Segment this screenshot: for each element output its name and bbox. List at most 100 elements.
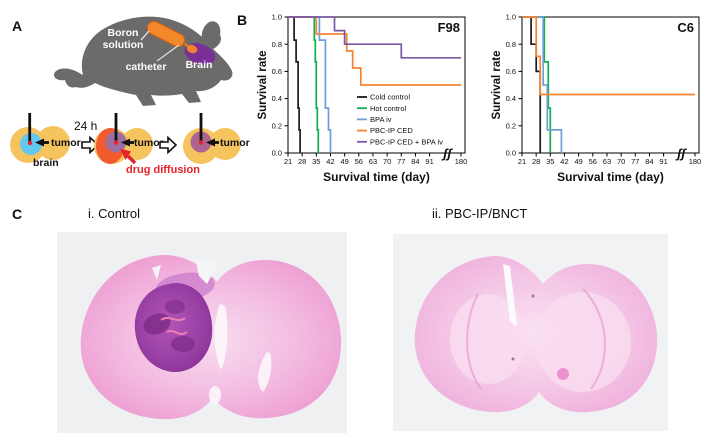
legend-label: PBC-IP CED (370, 126, 413, 135)
treated-histology-image (393, 234, 668, 431)
y-tick-label: 0.8 (506, 40, 516, 49)
series-bpa-iv (288, 16, 332, 153)
x-tick-label: 28 (298, 157, 306, 166)
leader-line-boron (140, 30, 150, 41)
drug-diffusion-label: drug diffusion (126, 164, 200, 176)
y-tick-label: 0.0 (272, 149, 282, 158)
treated-histology-title: ii. PBC-IP/BNCT (432, 206, 528, 221)
chart-title: C6 (677, 20, 694, 35)
boron-solution-label-line2: solution (103, 39, 144, 51)
legend-label: Cold control (370, 93, 410, 102)
x-tick-label: 84 (645, 157, 653, 166)
ventricle (258, 352, 272, 392)
x-tick-label: 77 (631, 157, 639, 166)
panel-a-label: A (12, 18, 23, 34)
legend-label: Hot control (370, 104, 407, 113)
chart-title: F98 (438, 20, 460, 35)
boron-capsule (146, 20, 186, 48)
diffusion-arrow-icon (120, 148, 131, 160)
y-tick-label: 0.2 (506, 121, 516, 130)
series-hot-control (288, 16, 320, 153)
panel-c-label: C (12, 206, 23, 222)
axis-break-mark: ʃʃ (675, 146, 687, 161)
x-tick-label: 91 (425, 157, 433, 166)
c6-survival-chart: 0.0 0.2 0.4 0.6 0.8 1.0 21 28 35 42 49 56 63 70 77 84 91… (491, 13, 701, 184)
tumor-arrow-icon (121, 138, 130, 147)
control-histology-title: i. Control (88, 206, 141, 221)
needle-track (503, 264, 517, 326)
time-label: 24 h (74, 119, 97, 133)
catheter-label: catheter (126, 61, 167, 73)
y-tick-label: 1.0 (506, 13, 516, 22)
y-tick-label: 0.2 (272, 121, 282, 130)
f98-survival-chart: 0.0 0.2 0.4 0.6 0.8 1.0 21 28 35 42 49 56 63 70 77 84 91… (257, 13, 468, 184)
legend-label: PBC-IP CED + BPA iv (370, 137, 443, 146)
tumor-arrow-tail (130, 141, 134, 144)
ventricle (214, 304, 228, 370)
brain-lobe (209, 128, 241, 160)
x-tick-label: 21 (518, 157, 526, 166)
tissue-gap (209, 386, 221, 404)
rat-ced-diagram: Boron solution catheter Brain (53, 16, 233, 106)
tumor-vessels (160, 317, 188, 335)
x-tick-label: 70 (383, 157, 391, 166)
y-tick-label: 0.6 (272, 67, 282, 76)
tumor-arrow-icon (35, 138, 44, 147)
tissue-tear (195, 258, 219, 284)
x-axis-label: Survival time (day) (323, 170, 430, 184)
catheter-icon (28, 113, 32, 143)
tumor-label: tumor (134, 137, 164, 149)
inner-structure (535, 292, 631, 392)
tissue-speck (511, 357, 515, 361)
tumor-label: tumor (51, 137, 81, 149)
tumor-dot (113, 140, 119, 145)
legend-label: BPA iv (370, 115, 392, 124)
series-pbc-ip-ced-bpa-iv (288, 16, 461, 59)
y-tick-label: 0.8 (272, 40, 282, 49)
cortex-boundary (466, 293, 482, 390)
y-tick-label: 0.4 (272, 94, 282, 103)
x-tick-label: 63 (603, 157, 611, 166)
x-tick-label: 28 (532, 157, 540, 166)
rat-body-silhouette (53, 16, 233, 106)
x-tick-label: 42 (326, 157, 334, 166)
tissue-speck (531, 294, 535, 298)
tumor-dark-region (171, 336, 195, 352)
y-axis-label: Survival rate (491, 50, 503, 119)
y-axis-label: Survival rate (257, 50, 269, 119)
y-tick-label: 0.6 (506, 67, 516, 76)
catheter-icon (114, 113, 118, 142)
tissue-spot (557, 368, 569, 380)
tumor-dot (198, 140, 204, 145)
brain-icon-after: tumor (183, 113, 250, 164)
series-pbc-ip-ced (288, 16, 461, 86)
x-tick-label: 35 (312, 157, 320, 166)
tumor-mass (134, 282, 213, 373)
brain-label-small: brain (33, 157, 59, 169)
tumor-arrow-icon (206, 138, 215, 147)
tumor-label: tumor (220, 137, 250, 149)
diffusion-arrow-tail (126, 154, 137, 165)
boron-solution-label-line1: Boron (108, 27, 139, 39)
x-tick-label: 49 (340, 157, 348, 166)
leader-line-catheter (156, 44, 180, 62)
x-tick-label: 180 (455, 157, 468, 166)
tumor-dot (27, 140, 33, 146)
x-tick-label: 70 (617, 157, 625, 166)
x-tick-label: 56 (355, 157, 363, 166)
catheter-icon (199, 113, 203, 142)
step-arrow-icon (81, 135, 100, 155)
tissue-tear (152, 265, 161, 280)
x-axis-label: Survival time (day) (557, 170, 664, 184)
x-tick-label: 84 (411, 157, 419, 166)
x-tick-label: 21 (284, 157, 292, 166)
brain-icon-day0: tumor brain (10, 113, 81, 169)
x-tick-label: 91 (659, 157, 667, 166)
y-tick-label: 0.4 (506, 94, 516, 103)
tumor-dark-region (165, 300, 185, 314)
injection-glow (186, 44, 198, 54)
tumor-arrow-tail (215, 141, 219, 144)
x-tick-label: 63 (369, 157, 377, 166)
x-tick-label: 35 (546, 157, 554, 166)
